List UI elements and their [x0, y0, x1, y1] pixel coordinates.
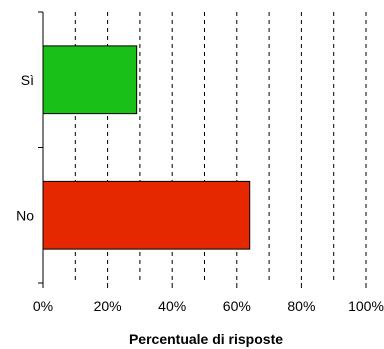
tick-labels: Sì No 0% 20% 40% 60% 80% 100%: [16, 72, 384, 314]
x-tick-label: 100%: [348, 298, 384, 314]
y-tick-label: Sì: [21, 72, 34, 88]
x-axis-title: Percentuale di risposte: [129, 331, 283, 347]
x-tick-label: 60%: [223, 298, 251, 314]
bar-no: [42, 180, 251, 250]
axes: [38, 11, 367, 288]
x-tick-label: 0%: [33, 298, 53, 314]
x-tick-label: 80%: [287, 298, 315, 314]
x-tick-label: 20%: [94, 298, 122, 314]
x-tick-label: 40%: [158, 298, 186, 314]
y-tick-label: No: [16, 207, 34, 223]
bar-si: [42, 45, 138, 115]
bars: [42, 45, 251, 250]
